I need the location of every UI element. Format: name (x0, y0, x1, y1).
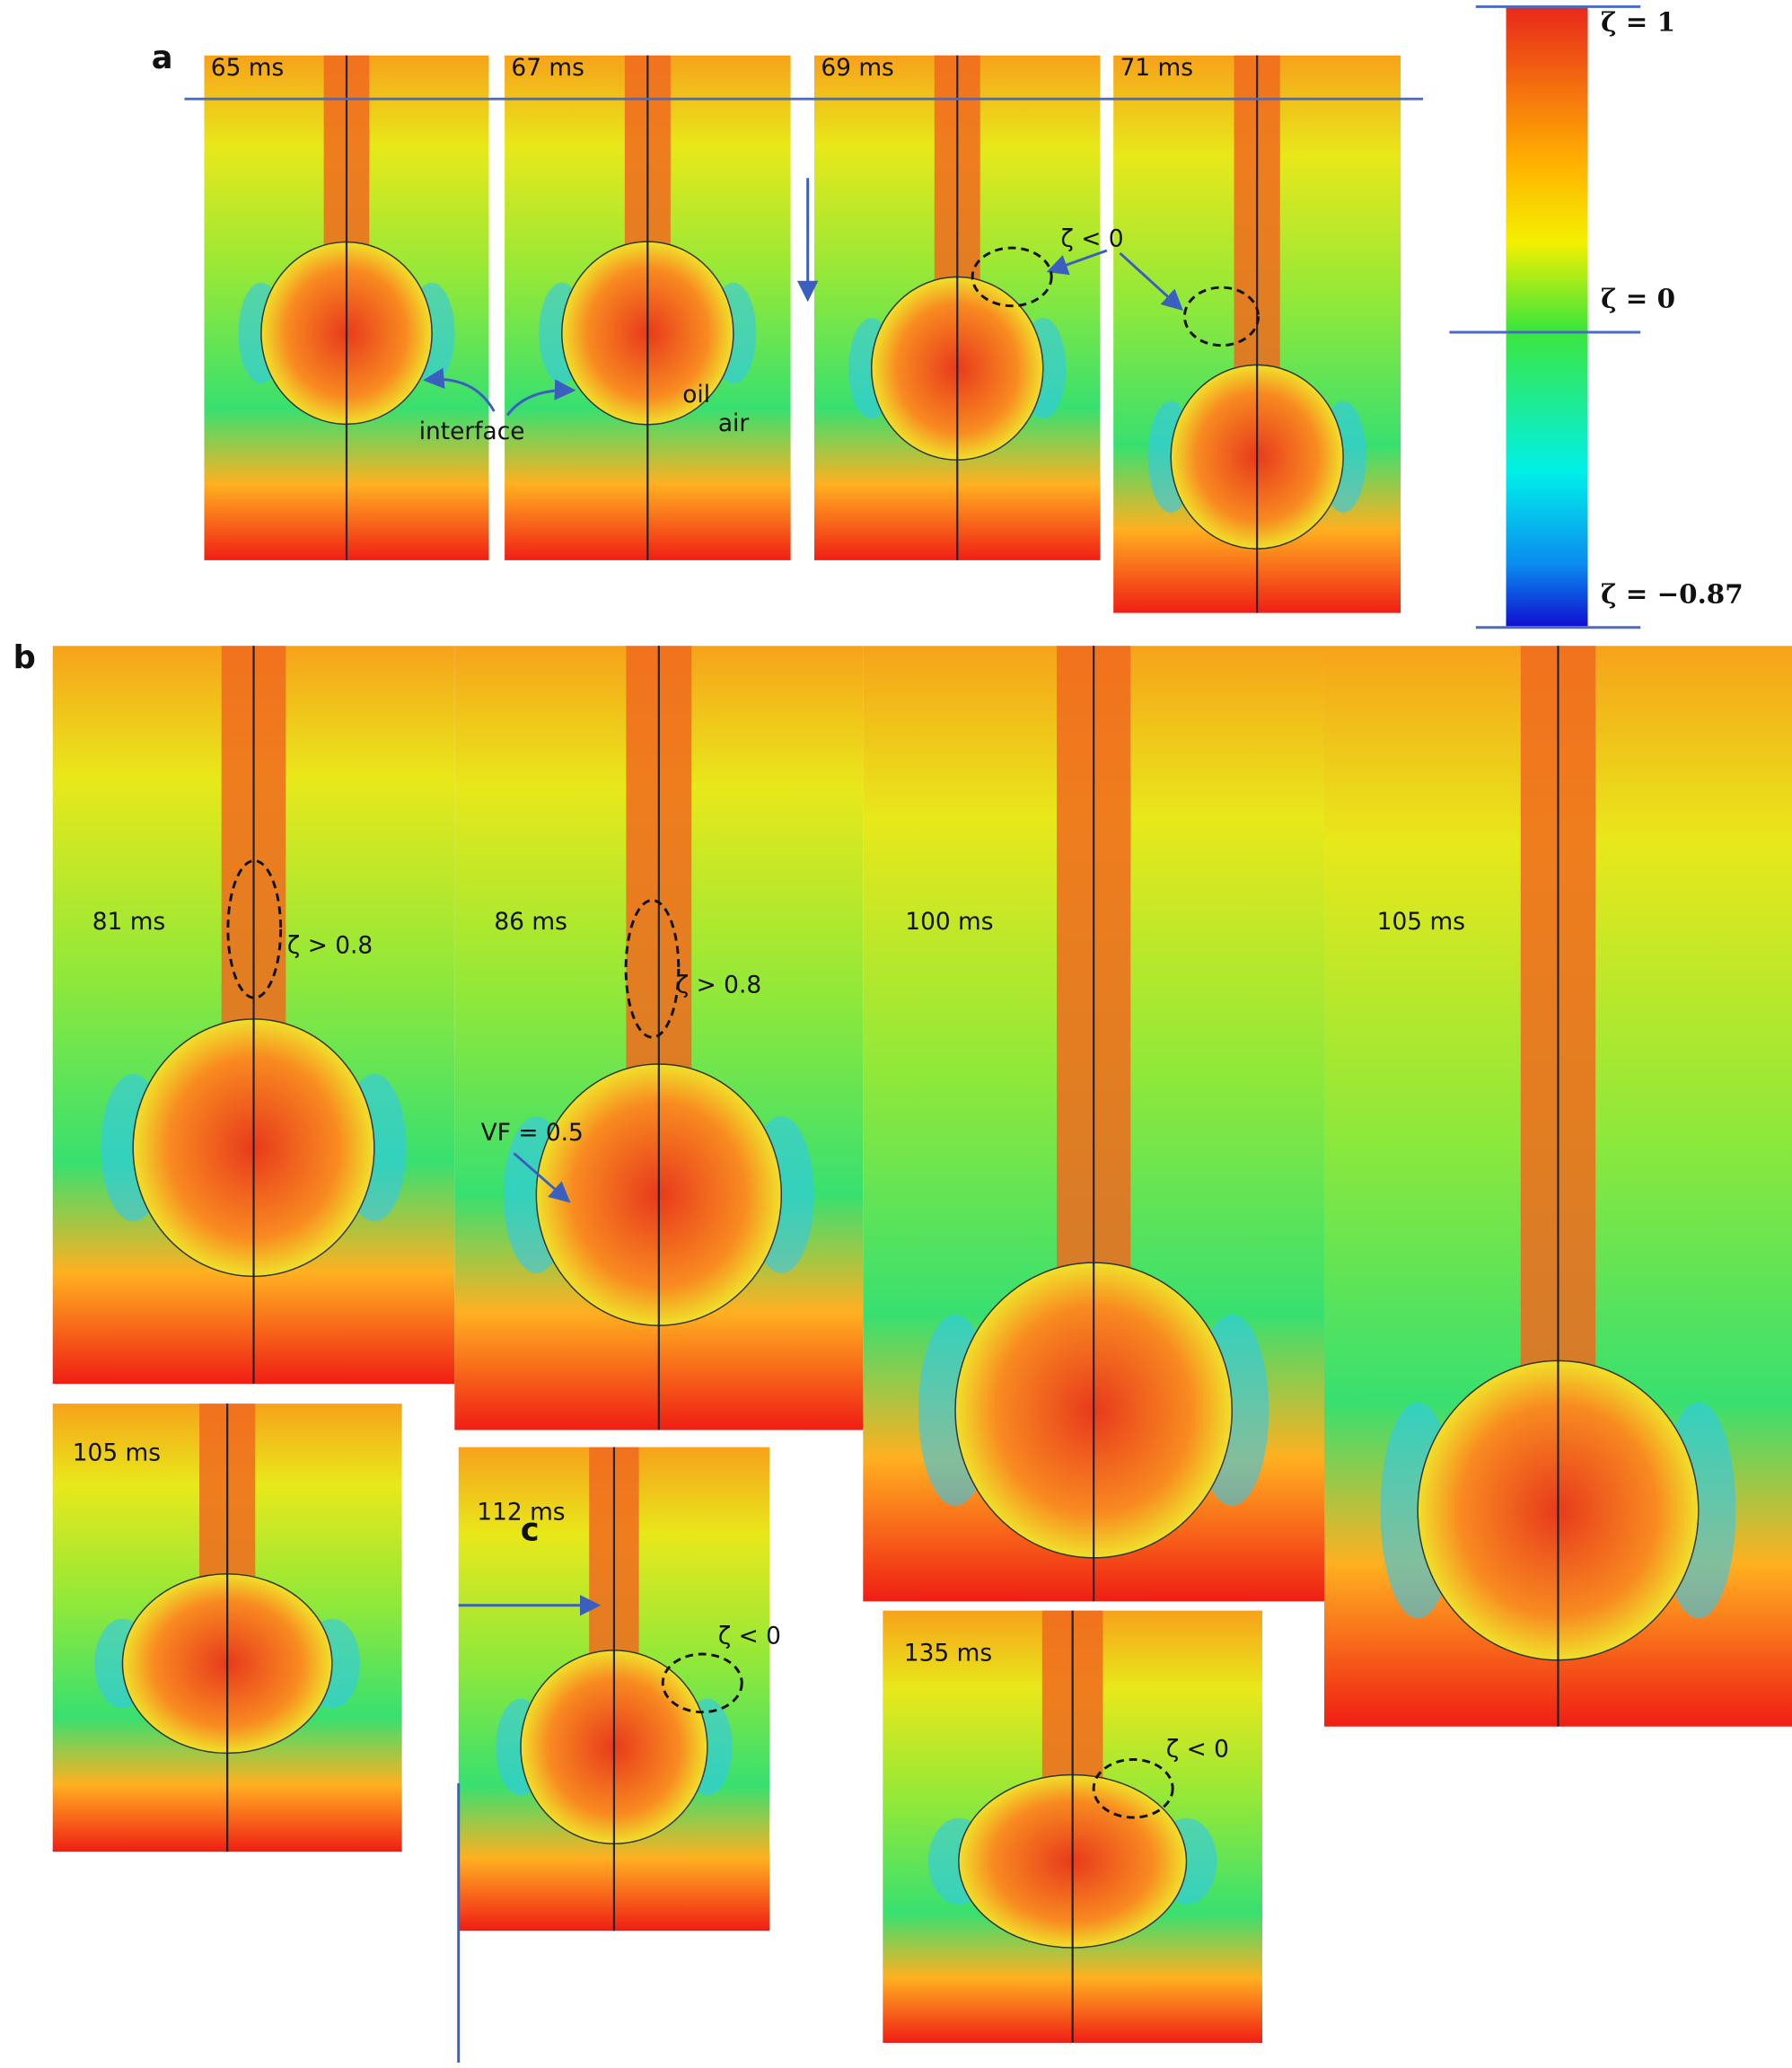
frames: 65 ms 67 ms 69 ms 71 ms 81 ms 86 ms 100 ms 105 … (52, 54, 1792, 2043)
annotation: VF = 0.5 (481, 1119, 584, 1147)
annotation: ζ > 0.8 (676, 971, 761, 999)
time-label: 71 ms (1120, 54, 1192, 82)
time-label: 135 ms (904, 1640, 992, 1668)
colorbar-label: ζ = 1 (1601, 6, 1675, 38)
time-label: 69 ms (821, 54, 893, 82)
colorbar-label: ζ = 0 (1601, 283, 1675, 314)
panel-label: a (152, 40, 173, 76)
annotation: air (718, 409, 750, 437)
colorbar (1506, 6, 1588, 627)
time-label: 105 ms (73, 1439, 161, 1466)
highlight-circles (226, 246, 1261, 1819)
colorbar-label: ζ = −0.87 (1601, 578, 1743, 610)
time-label: 65 ms (211, 54, 284, 82)
panel-label: b (13, 639, 36, 676)
annotation: ζ < 0 (1060, 225, 1123, 253)
annotation: ζ > 0.8 (287, 931, 373, 959)
time-label: 86 ms (494, 908, 567, 936)
annotation: ζ < 0 (1166, 1736, 1229, 1764)
annotation: interface (419, 418, 525, 445)
panel-label: c (521, 1512, 540, 1549)
time-label: 67 ms (511, 54, 584, 82)
time-label: 112 ms (477, 1498, 565, 1526)
colorbar-ticks (184, 5, 1641, 629)
annotation: ζ < 0 (718, 1622, 781, 1650)
time-label: 81 ms (92, 908, 165, 936)
annotation: oil (682, 381, 710, 409)
arrows (423, 178, 1183, 2063)
time-label: 100 ms (905, 908, 993, 936)
time-label: 105 ms (1377, 908, 1465, 936)
